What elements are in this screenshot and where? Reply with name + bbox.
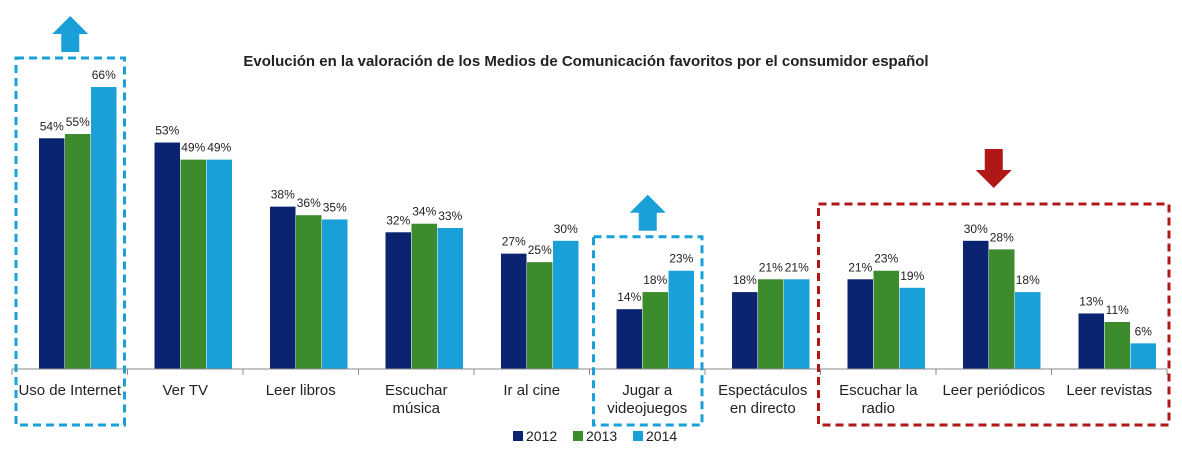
bar-2012-cat-1	[154, 142, 180, 369]
legend-label-2014: 2014	[646, 428, 677, 444]
value-label: 18%	[1016, 273, 1040, 287]
value-label: 21%	[848, 260, 872, 274]
value-label: 25%	[528, 243, 552, 257]
arrow-up-icon	[52, 16, 89, 52]
bar-2012-cat-2	[270, 206, 296, 369]
bar-2013-cat-7	[873, 270, 899, 369]
bar-2014-cat-9	[1130, 343, 1156, 369]
bars-group	[11, 87, 1168, 375]
highlights-group	[14, 16, 1171, 427]
bar-2014-cat-5	[668, 270, 694, 369]
value-label: 49%	[207, 141, 231, 155]
value-label: 49%	[181, 141, 205, 155]
legend-label-2013: 2013	[586, 428, 617, 444]
value-label: 13%	[1079, 294, 1103, 308]
bar-2013-cat-3	[411, 223, 437, 369]
legend: 2012 2013 2014	[513, 428, 677, 444]
value-label: 33%	[438, 209, 462, 223]
category-label: Leer libros	[266, 382, 336, 399]
bar-2014-cat-6	[784, 279, 810, 369]
bar-2013-cat-2	[296, 215, 322, 369]
value-label: 21%	[785, 260, 809, 274]
value-label: 55%	[66, 115, 90, 129]
bar-2012-cat-8	[963, 240, 989, 369]
bar-2012-cat-6	[732, 292, 758, 369]
value-label: 28%	[990, 230, 1014, 244]
category-label: Jugar a videojuegos	[607, 382, 687, 417]
highlight-box	[592, 235, 704, 427]
value-label: 30%	[554, 222, 578, 236]
arrow-down-icon	[975, 149, 1012, 188]
highlight-box	[14, 56, 126, 427]
value-label: 32%	[386, 213, 410, 227]
value-label: 53%	[155, 124, 179, 138]
category-label: Uso de Internet	[18, 382, 121, 399]
value-label: 66%	[92, 68, 116, 82]
category-label: Escuchar música	[385, 382, 448, 417]
legend-swatch-2013	[573, 431, 583, 441]
category-label: Ir al cine	[503, 382, 560, 399]
value-label: 27%	[502, 235, 526, 249]
value-label: 38%	[271, 188, 295, 202]
bar-2013-cat-0	[65, 134, 91, 369]
bar-2012-cat-5	[616, 309, 642, 369]
value-label: 6%	[1135, 324, 1153, 338]
highlight-box	[817, 202, 1171, 427]
bar-2013-cat-1	[180, 159, 206, 369]
bar-2014-cat-4	[553, 240, 579, 369]
bar-2014-cat-3	[437, 228, 463, 369]
value-label: 54%	[40, 119, 64, 133]
bar-2013-cat-4	[527, 262, 553, 369]
legend-label-2012: 2012	[526, 428, 557, 444]
value-label: 36%	[297, 196, 321, 210]
value-label: 21%	[759, 260, 783, 274]
category-label: Escuchar la radio	[839, 382, 918, 417]
bar-2013-cat-6	[758, 279, 784, 369]
value-label: 18%	[733, 273, 757, 287]
value-label: 19%	[900, 269, 924, 283]
bar-2013-cat-9	[1104, 322, 1130, 369]
bar-2012-cat-7	[847, 279, 873, 369]
bar-2012-cat-9	[1078, 313, 1104, 369]
category-labels-group: Uso de Internet Ver TV Leer libros Escuchar…	[18, 382, 1152, 417]
bar-2013-cat-5	[642, 292, 668, 369]
value-label: 11%	[1106, 303, 1129, 317]
category-label: Ver TV	[162, 382, 208, 399]
value-label: 23%	[669, 252, 693, 266]
value-labels-group: 54% 55%66%53%49% 49%38%36% 35%32%34% 33%27%2…	[40, 68, 1153, 338]
category-label: Espectáculos en directo	[718, 382, 807, 417]
bar-2013-cat-8	[989, 249, 1015, 369]
bar-2014-cat-0	[91, 87, 117, 369]
bar-2014-cat-8	[1015, 292, 1041, 369]
value-label: 30%	[964, 222, 988, 236]
category-label: Leer periódicos	[942, 382, 1045, 399]
bar-2012-cat-0	[39, 138, 65, 369]
value-label: 34%	[412, 205, 436, 219]
bar-2012-cat-4	[501, 253, 527, 369]
legend-swatch-2014	[633, 431, 643, 441]
bar-2014-cat-1	[206, 159, 232, 369]
bar-2014-cat-2	[322, 219, 348, 369]
value-label: 14%	[617, 290, 641, 304]
category-label: Leer revistas	[1066, 382, 1152, 399]
value-label: 35%	[323, 200, 347, 214]
chart-title: Evolución en la valoración de los Medios…	[243, 53, 928, 70]
bar-2014-cat-7	[899, 287, 925, 369]
arrow-up-icon	[629, 194, 666, 231]
value-label: 18%	[643, 273, 667, 287]
bar-2012-cat-3	[385, 232, 411, 369]
value-label: 23%	[874, 252, 898, 266]
legend-swatch-2012	[513, 431, 523, 441]
